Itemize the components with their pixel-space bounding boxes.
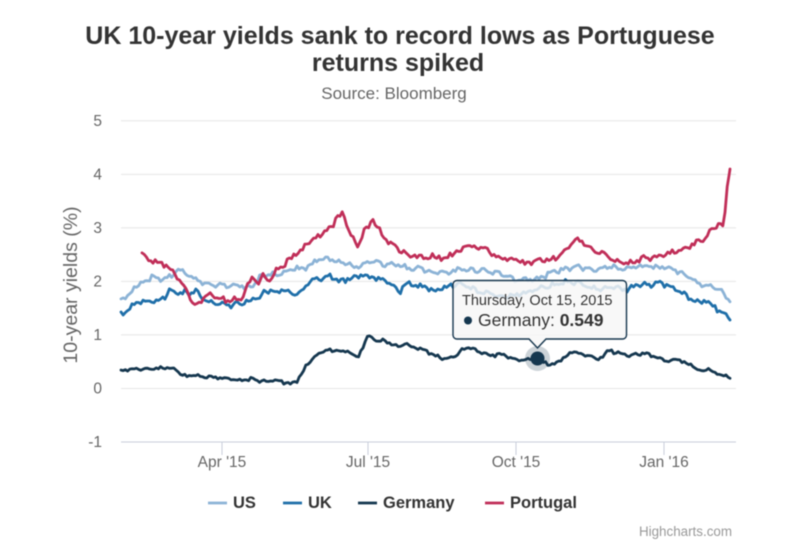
svg-text:Jul '15: Jul '15 bbox=[346, 454, 390, 471]
svg-text:Apr '15: Apr '15 bbox=[198, 454, 247, 471]
svg-text:3: 3 bbox=[93, 220, 102, 237]
svg-text:returns spiked: returns spiked bbox=[312, 49, 484, 77]
svg-text:-1: -1 bbox=[88, 434, 102, 451]
svg-text:Germany: 0.549: Germany: 0.549 bbox=[478, 310, 604, 330]
svg-text:Jan '16: Jan '16 bbox=[639, 454, 689, 471]
svg-text:2: 2 bbox=[93, 273, 102, 290]
svg-text:Portugal: Portugal bbox=[510, 494, 577, 512]
svg-text:UK: UK bbox=[308, 494, 332, 512]
svg-text:UK 10-year yields sank to reco: UK 10-year yields sank to record lows as… bbox=[85, 22, 715, 50]
svg-text:US: US bbox=[233, 494, 256, 512]
svg-text:Highcharts.com: Highcharts.com bbox=[639, 524, 732, 539]
svg-text:10-year yields (%): 10-year yields (%) bbox=[60, 206, 82, 363]
svg-text:Oct '15: Oct '15 bbox=[492, 454, 541, 471]
svg-text:Source: Bloomberg: Source: Bloomberg bbox=[321, 84, 467, 103]
svg-text:Thursday, Oct 15, 2015: Thursday, Oct 15, 2015 bbox=[462, 293, 612, 309]
svg-text:4: 4 bbox=[93, 166, 102, 183]
svg-text:0: 0 bbox=[93, 381, 102, 398]
svg-text:Germany: Germany bbox=[383, 494, 455, 512]
svg-text:5: 5 bbox=[93, 113, 102, 130]
svg-text:1: 1 bbox=[93, 327, 102, 344]
